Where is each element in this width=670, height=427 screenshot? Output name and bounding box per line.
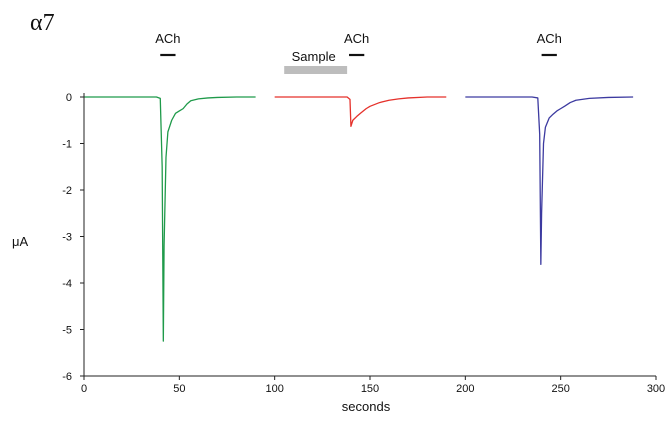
x-axis-label: seconds — [342, 399, 391, 414]
trace-series-2 — [274, 96, 447, 127]
y-tick-label: -3 — [62, 232, 72, 244]
y-tick-label: -1 — [62, 139, 72, 151]
ach-label: ACh — [344, 31, 369, 46]
ach-label: ACh — [155, 31, 180, 46]
y-tick-label: -5 — [62, 325, 72, 337]
x-tick-label: 0 — [81, 383, 87, 395]
y-tick-label: -4 — [62, 278, 72, 290]
x-tick-label: 100 — [265, 383, 283, 395]
sample-bar — [284, 66, 348, 74]
traces — [84, 96, 634, 342]
y-tick-label: 0 — [66, 92, 72, 104]
ach-label: ACh — [537, 31, 562, 46]
x-tick-label: 250 — [551, 383, 569, 395]
x-tick-label: 50 — [173, 383, 185, 395]
y-tick-label: -2 — [62, 185, 72, 197]
y-axis-label: μA — [12, 234, 28, 249]
trace-series-1 — [84, 96, 256, 342]
trace-series-3 — [465, 96, 634, 266]
panel-label: α7 — [30, 10, 55, 36]
x-tick-label: 150 — [361, 383, 379, 395]
x-tick-label: 200 — [456, 383, 474, 395]
y-tick-label: -6 — [62, 371, 72, 383]
annotations: ACh ACh ACh Sample — [155, 31, 562, 74]
axes: 0 -1 -2 -3 -4 -5 -6 0 50 100 150 200 250 300 — [62, 92, 665, 395]
x-tick-label: 300 — [647, 383, 665, 395]
sample-label: Sample — [292, 49, 336, 64]
